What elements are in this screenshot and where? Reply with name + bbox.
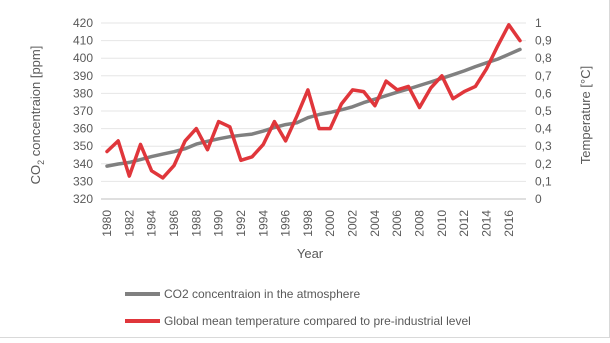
legend-label-co2: CO2 concentraion in the atmosphere [164, 287, 360, 301]
y-right-tick-label: 0,2 [535, 157, 552, 171]
y-left-tick-label: 410 [73, 34, 93, 48]
y-left-tick-label: 400 [73, 51, 93, 65]
y-right-tick-label: 0 [535, 192, 542, 206]
y-right-tick-label: 0,9 [535, 34, 552, 48]
subscript-2: 2 [36, 160, 46, 165]
y-axis-right-label: Temperature [°C] [578, 66, 593, 164]
y-left-tick-label: 350 [73, 139, 93, 153]
series-lines [105, 23, 522, 180]
co2-series-line [105, 47, 522, 168]
y-left-tick-label: 370 [73, 104, 93, 118]
x-tick-label: 2002 [346, 210, 360, 237]
x-tick-label: 2012 [457, 210, 471, 237]
x-axis-label: Year [297, 246, 324, 261]
x-tick-label: 2004 [368, 210, 382, 237]
x-tick-label: 2016 [502, 210, 516, 237]
y-left-tick-label: 390 [73, 69, 93, 83]
x-tick-label: 2014 [480, 210, 494, 237]
x-tick-label: 1982 [122, 210, 136, 237]
x-tick-label: 1988 [189, 210, 203, 237]
left-axis-ticks: 320 330 340 350 360 370 380 390 400 410 420 [73, 16, 93, 206]
y-left-tick-label: 340 [73, 157, 93, 171]
x-tick-label: 2006 [390, 210, 404, 237]
y-left-tick-label: 320 [73, 192, 93, 206]
x-tick-label: 1992 [234, 210, 248, 237]
x-axis-ticks: 1980 1982 1984 1986 1988 1990 1992 1994 1996 1998… [100, 210, 516, 237]
x-tick-label: 2000 [323, 210, 337, 237]
y-left-tick-label: 380 [73, 86, 93, 100]
y-right-tick-label: 1 [535, 16, 542, 30]
y-left-tick-label: 330 [73, 174, 93, 188]
legend: CO2 concentraion in the atmosphere Globa… [125, 287, 471, 328]
y-axis-left-label: CO2 concentraion [ppm] [28, 46, 46, 185]
right-axis-ticks: 0 0,1 0,2 0,3 0,4 0,5 0,6 0,7 0,8 0,9 1 [535, 16, 552, 206]
y-right-tick-label: 0,3 [535, 139, 552, 153]
y-left-tick-label: 420 [73, 16, 93, 30]
temperature-series-line [105, 23, 522, 180]
x-tick-label: 1994 [256, 210, 270, 237]
y-right-tick-label: 0,5 [535, 104, 552, 118]
y-right-tick-label: 0,7 [535, 69, 552, 83]
y-right-tick-label: 0,6 [535, 86, 552, 100]
y-right-tick-label: 0,8 [535, 51, 552, 65]
y-right-tick-label: 0,4 [535, 122, 552, 136]
y-left-tick-label: 360 [73, 122, 93, 136]
x-tick-label: 1984 [145, 210, 159, 237]
legend-label-temperature: Global mean temperature compared to pre-… [164, 314, 471, 328]
x-tick-label: 2010 [435, 210, 449, 237]
x-tick-label: 1996 [279, 210, 293, 237]
y-right-tick-label: 0,1 [535, 174, 552, 188]
x-tick-label: 1998 [301, 210, 315, 237]
x-tick-label: 1980 [100, 210, 114, 237]
x-tick-label: 1990 [212, 210, 226, 237]
x-tick-label: 2008 [413, 210, 427, 237]
x-tick-label: 1986 [167, 210, 181, 237]
